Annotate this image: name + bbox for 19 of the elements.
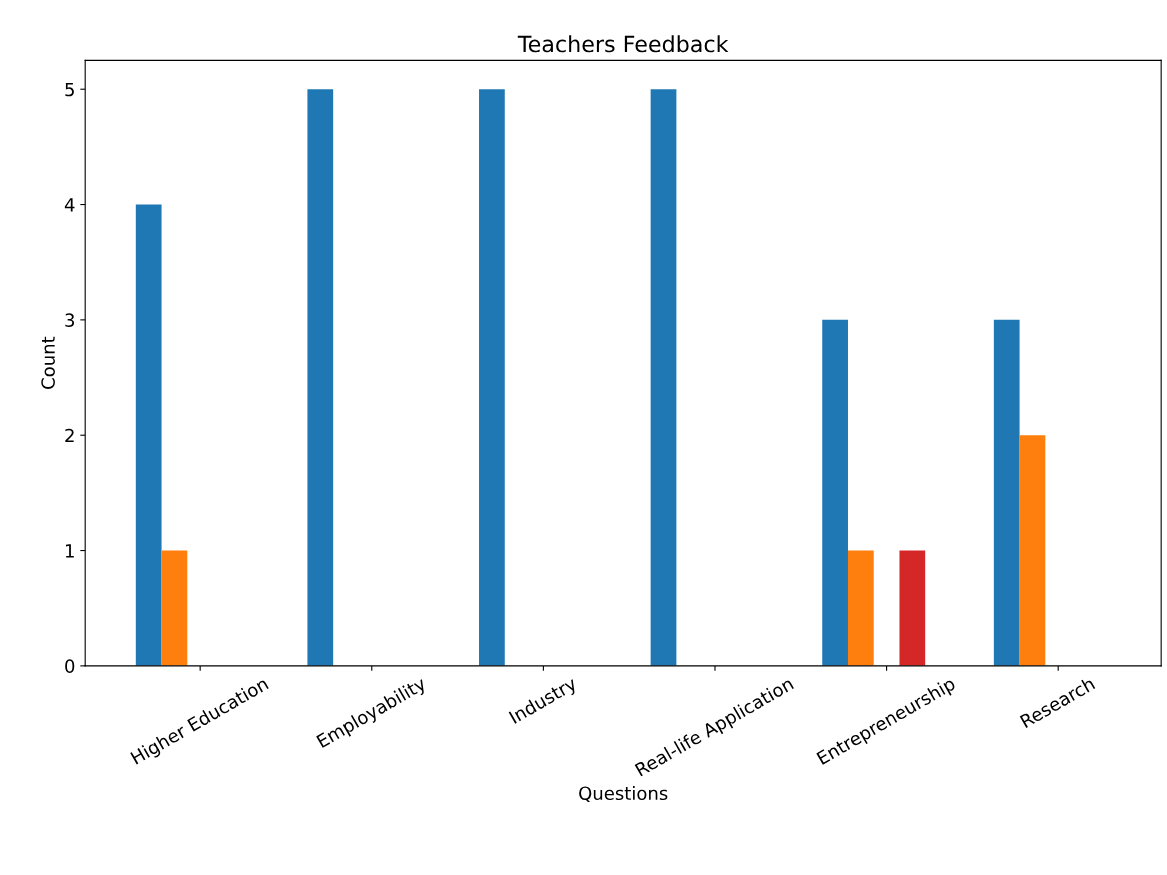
bar: [993, 319, 1020, 666]
y-tick-label: 4: [64, 198, 75, 212]
y-tick-label: 2: [65, 428, 74, 443]
bar: [899, 550, 926, 666]
bar: [307, 89, 334, 666]
bar: [135, 204, 162, 666]
y-tick-label: 0: [65, 659, 75, 673]
y-tick-label: 3: [65, 313, 75, 327]
bar: [1019, 435, 1046, 666]
x-axis-title: Questions: [579, 786, 668, 803]
y-tick-label: 5: [65, 82, 74, 97]
y-axis-title: Count: [41, 336, 55, 389]
bar: [479, 89, 505, 666]
bar: [161, 550, 188, 666]
chart-title: Teachers Feedback: [517, 35, 729, 53]
bar: [822, 319, 848, 666]
bar: [650, 89, 677, 666]
bar: [847, 550, 874, 666]
y-tick-label: 1: [65, 544, 74, 558]
